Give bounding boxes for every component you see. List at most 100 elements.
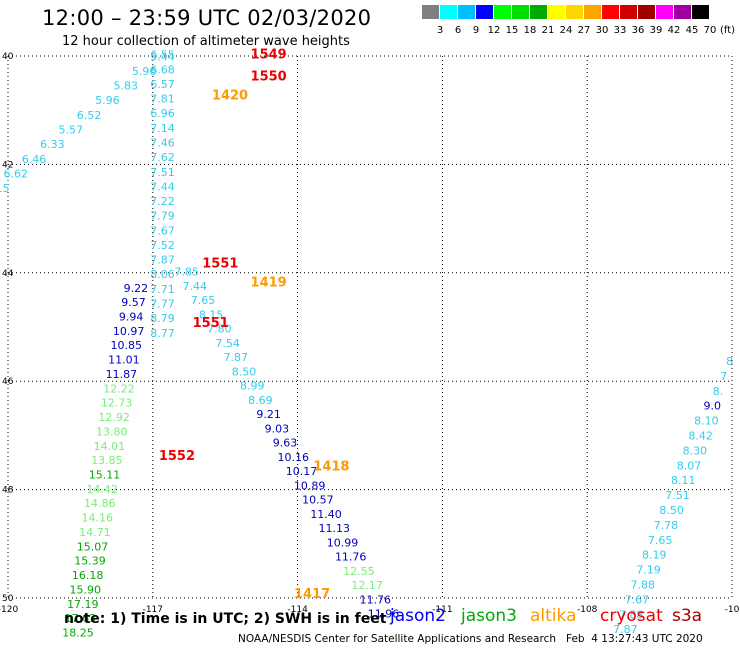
pass-number-label: 1419 [251, 275, 287, 290]
legend-swatch [548, 5, 565, 19]
wave-height-value: 8.50 [232, 365, 257, 378]
legend-swatch [530, 5, 547, 19]
lon-tick-label: -114 [287, 605, 308, 615]
wave-height-value: 6.62 [3, 167, 28, 180]
satellite-label-jason3: jason3 [461, 606, 517, 626]
wave-height-value: 7.88 [630, 579, 655, 592]
wave-height-value: 9.21 [256, 408, 281, 421]
wave-height-value: 7.77 [150, 297, 175, 310]
satellite-label-altika: altika [530, 606, 577, 626]
wave-height-value: 17.19 [67, 598, 99, 611]
legend-swatch [476, 5, 493, 19]
wave-height-value: 12.17 [351, 579, 383, 592]
wave-height-value: 7.87 [613, 623, 638, 636]
wave-height-value: 9.94 [119, 310, 144, 323]
wave-height-value: 8.06 [150, 268, 175, 281]
wave-height-value: 6.52 [77, 109, 102, 122]
footer-note: note: 1) Time is in UTC; 2) SWH is in fe… [64, 611, 387, 627]
legend-swatch [638, 5, 655, 19]
wave-height-value: 5.96 [95, 94, 120, 107]
wave-height-value: 11.13 [319, 522, 351, 535]
pass-number-label: 1420 [212, 88, 248, 103]
wave-height-value: 7.81 [150, 93, 175, 106]
legend-swatch [458, 5, 475, 19]
pass-number-label: 1550 [251, 69, 287, 84]
wave-height-value: 7.54 [215, 337, 240, 350]
wave-height-value: 7.85 [174, 266, 199, 279]
satellite-label-s3a: s3a [672, 606, 703, 626]
map-title: 12:00 – 23:59 UTC 02/03/2020 [42, 6, 372, 30]
lon-tick-label: -108 [577, 605, 598, 615]
wave-height-value: 6.55 [150, 49, 175, 62]
wave-height-value: 9.03 [265, 422, 290, 435]
legend-unit: (ft) [720, 25, 736, 36]
wave-height-value: 5.57 [58, 124, 83, 137]
wave-height-value: 10.89 [294, 479, 326, 492]
wave-height-value: 7.51 [150, 166, 175, 179]
satellite-label-jason2: jason2 [390, 606, 446, 626]
lat-tick-label: 50 [2, 594, 14, 604]
legend-swatch [566, 5, 583, 19]
wave-height-value: 11.96 [368, 608, 400, 621]
wave-height-value: 7.80 [207, 323, 232, 336]
wave-height-value: 7.78 [654, 519, 679, 532]
legend-swatch [602, 5, 619, 19]
legend-label: 6 [454, 25, 462, 36]
pass-number-label: 1549 [251, 48, 287, 63]
wave-height-value: 7.65 [648, 534, 673, 547]
legend-label: 24 [559, 25, 573, 36]
wave-height-value: 8.19 [642, 549, 667, 562]
wave-height-value: 12.55 [343, 565, 375, 578]
wave-height-value: 5.96 [132, 65, 157, 78]
wave-height-value: 7.14 [150, 122, 175, 135]
wave-height-value: 9.22 [124, 282, 149, 295]
legend-swatch [656, 5, 673, 19]
legend-label: 33 [613, 25, 627, 36]
lon-tick-label: -120 [0, 605, 18, 615]
wave-height-value: 15.90 [69, 583, 101, 596]
legend-label: 27 [577, 25, 591, 36]
map-subtitle: 12 hour collection of altimeter wave hei… [62, 34, 350, 49]
legend-swatch [440, 5, 457, 19]
wave-height-value: 7 [720, 370, 727, 383]
wave-height-value: 7.87 [150, 254, 175, 267]
wave-height-value: 14.16 [82, 512, 114, 525]
wave-height-value: 8.99 [240, 380, 265, 393]
legend-label: 12 [487, 25, 501, 36]
legend-label: 70 [703, 25, 717, 36]
wave-height-value: 7.71 [150, 283, 175, 296]
wave-height-value: 18.25 [62, 626, 94, 639]
wave-height-value: 11.76 [360, 593, 392, 606]
pass-number-label: 1551 [202, 256, 238, 271]
wave-height-value: 7.88 [619, 608, 644, 621]
wave-height-value: 8 [726, 355, 733, 368]
wave-height-value: 8.77 [150, 327, 175, 340]
wave-height-value: 9.57 [121, 296, 146, 309]
wave-height-value: 7.67 [150, 224, 175, 237]
legend-swatch [422, 5, 439, 19]
wave-height-value: 6.33 [40, 138, 65, 151]
legend-swatch [494, 5, 511, 19]
legend-label: 18 [523, 25, 537, 36]
wave-height-value: 8.10 [694, 415, 719, 428]
wave-height-value: 9.63 [273, 437, 298, 450]
wave-height-value: 7.79 [150, 210, 175, 223]
legend-label: 9 [472, 25, 480, 36]
wave-height-value: 6.57 [150, 78, 175, 91]
wave-height-value: 5.44 [150, 50, 175, 63]
legend-label: 30 [595, 25, 609, 36]
wave-height-value: 7.87 [224, 351, 249, 364]
wave-height-value: 7.15 [0, 182, 10, 195]
wave-height-value: 14.42 [86, 483, 118, 496]
legend-swatch [512, 5, 529, 19]
footer-credit: NOAA/NESDIS Center for Satellite Applica… [238, 633, 703, 645]
wave-height-value: 7.62 [150, 151, 175, 164]
wave-height-value: 8.50 [659, 504, 684, 517]
wave-height-value: 7.52 [150, 239, 175, 252]
wave-height-value: 11.76 [335, 551, 367, 564]
wave-height-value: 17.63 [65, 612, 97, 625]
legend-label: 42 [667, 25, 681, 36]
wave-height-value: 8.11 [671, 474, 696, 487]
